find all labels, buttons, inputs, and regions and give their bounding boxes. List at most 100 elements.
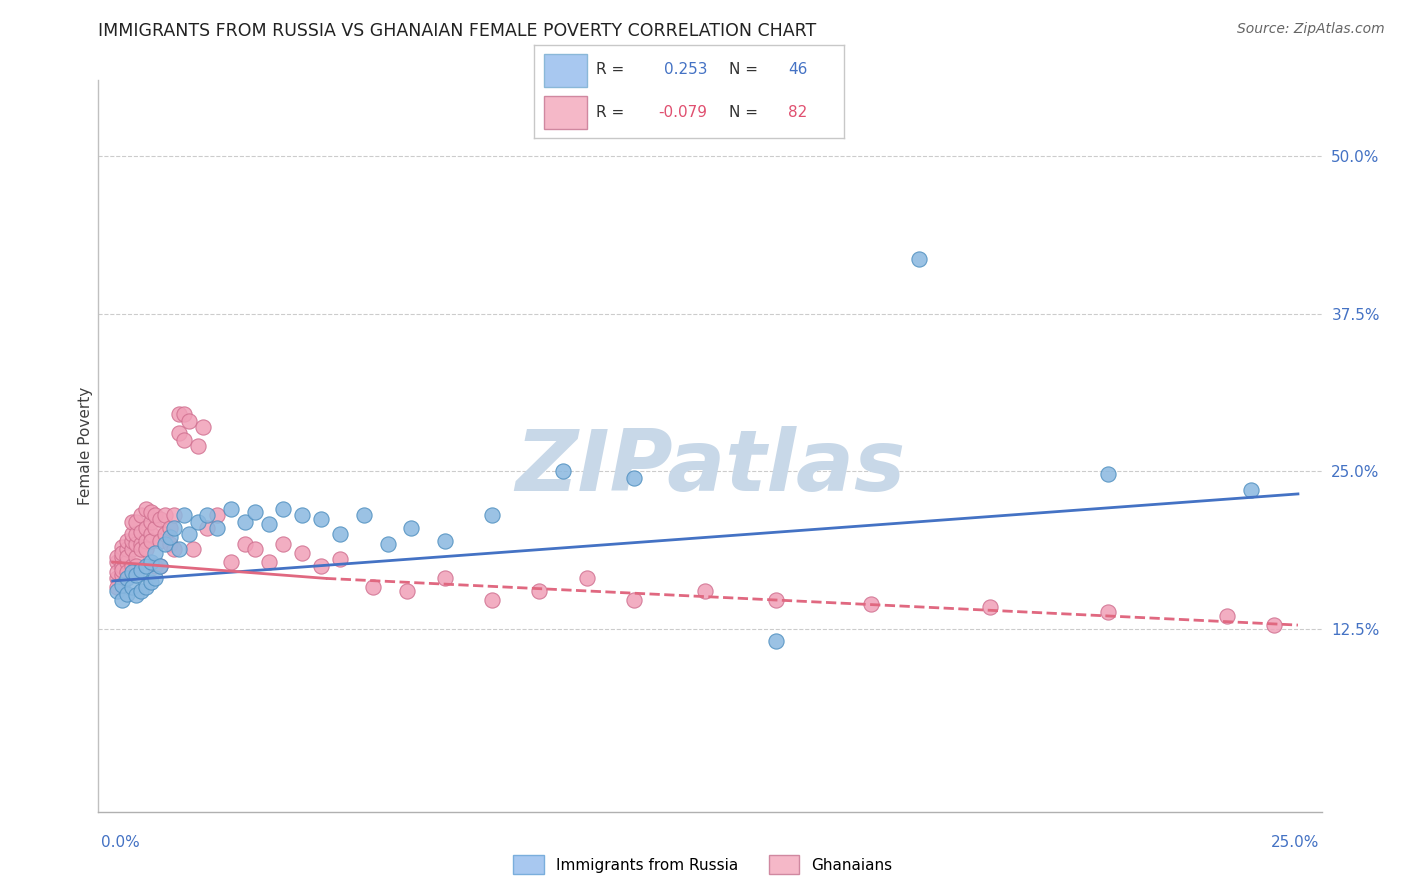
Point [401,521,423,535]
Point [257,555,280,569]
Point [257,517,280,532]
Text: -0.079: -0.079 [658,104,707,120]
Point [125,558,148,573]
Point [149,512,172,526]
Point [205,521,228,535]
Point [243,505,266,519]
Point [139,505,162,519]
Point [173,408,195,422]
Point [551,464,574,478]
Point [121,527,143,541]
Point [115,555,138,569]
Text: ZIPatlas: ZIPatlas [515,426,905,509]
Point [135,558,157,573]
Point [135,580,157,594]
Point [159,537,181,551]
Point [907,252,929,267]
Point [197,521,219,535]
Text: 0.253: 0.253 [664,62,707,78]
Point [135,521,157,535]
Point [575,571,598,585]
Point [623,592,645,607]
Point [219,502,242,516]
Point [363,580,385,594]
Point [125,549,148,564]
Point [433,571,456,585]
Point [309,512,332,526]
Text: IMMIGRANTS FROM RUSSIA VS GHANAIAN FEMALE POVERTY CORRELATION CHART: IMMIGRANTS FROM RUSSIA VS GHANAIAN FEMAL… [98,22,817,40]
Point [115,586,138,600]
Point [167,426,190,441]
Point [125,537,148,551]
Point [481,592,503,607]
Text: 82: 82 [787,104,807,120]
Point [143,546,166,560]
Point [143,521,166,535]
Point [623,470,645,484]
Point [1097,606,1119,620]
Point [115,571,138,585]
Point [219,555,242,569]
Point [139,555,162,569]
Point [129,508,152,523]
Point [125,567,148,582]
Point [149,558,172,573]
Point [153,508,176,523]
Point [135,502,157,516]
Point [291,508,314,523]
Point [115,542,138,557]
Text: 46: 46 [787,62,807,78]
Point [111,563,134,577]
Point [329,552,352,566]
Y-axis label: Female Poverty: Female Poverty [77,387,93,505]
Point [1216,609,1239,624]
Point [105,549,128,564]
Point [129,524,152,539]
Point [153,537,176,551]
Point [149,558,172,573]
Point [111,578,134,592]
Point [159,530,181,544]
Point [159,521,181,535]
Text: 25.0%: 25.0% [1271,836,1319,850]
Point [111,540,134,554]
Point [273,502,295,516]
Point [115,565,138,579]
Text: N =: N = [730,62,758,78]
Text: Source: ZipAtlas.com: Source: ZipAtlas.com [1237,22,1385,37]
Point [111,592,134,607]
Point [163,508,186,523]
Point [125,515,148,529]
Point [353,508,375,523]
Point [121,558,143,573]
Point [111,567,134,582]
Point [143,508,166,523]
Point [191,420,214,434]
Point [143,571,166,585]
Point [111,558,134,573]
Point [273,537,295,551]
Point [135,533,157,548]
Point [105,584,128,599]
Point [149,533,172,548]
Point [329,527,352,541]
Point [377,537,399,551]
Point [765,592,787,607]
Point [129,542,152,557]
Point [765,634,787,648]
Text: 0.0%: 0.0% [101,836,141,850]
Point [177,414,200,428]
Point [1097,467,1119,481]
Point [177,527,200,541]
Point [105,580,128,594]
Point [129,584,152,599]
Point [139,527,162,541]
Point [860,597,883,611]
Point [121,580,143,594]
Point [309,558,332,573]
Point [181,542,204,557]
Point [135,542,157,557]
Point [197,508,219,523]
Point [187,515,209,529]
Text: R =: R = [596,104,624,120]
